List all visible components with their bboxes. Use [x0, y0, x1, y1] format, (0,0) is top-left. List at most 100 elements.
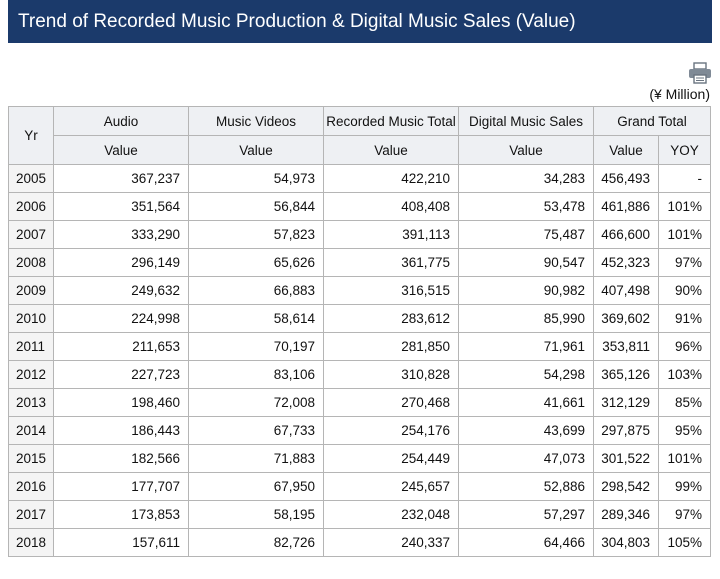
digital-sales-value-cell: 75,487: [458, 220, 594, 249]
digital-sales-value-cell: 64,466: [458, 528, 594, 557]
table-row: 2013 198,460 72,008 270,468 41,661 312,129 85%: [8, 388, 711, 417]
yoy-cell: 91%: [658, 304, 711, 333]
digital-sales-value-cell: 85,990: [458, 304, 594, 333]
audio-value-cell: 227,723: [53, 360, 189, 389]
sub-header-yoy: YOY: [658, 135, 711, 165]
audio-value-cell: 249,632: [53, 276, 189, 305]
digital-sales-value-cell: 90,982: [458, 276, 594, 305]
grand-total-value-cell: 369,602: [593, 304, 659, 333]
digital-sales-value-cell: 90,547: [458, 248, 594, 277]
recorded-total-value-cell: 361,775: [323, 248, 459, 277]
recorded-total-value-cell: 281,850: [323, 332, 459, 361]
table-row: 2009 249,632 66,883 316,515 90,982 407,498 90%: [8, 276, 711, 305]
group-header-music-videos: Music Videos: [188, 106, 324, 136]
year-cell: 2005: [8, 164, 54, 193]
digital-sales-value-cell: 52,886: [458, 472, 594, 501]
sub-header-value: Value: [188, 135, 324, 165]
music-videos-value-cell: 58,614: [188, 304, 324, 333]
grand-total-value-cell: 365,126: [593, 360, 659, 389]
music-videos-value-cell: 67,733: [188, 416, 324, 445]
table-row: 2012 227,723 83,106 310,828 54,298 365,126 103…: [8, 360, 711, 389]
sub-header-value: Value: [593, 135, 659, 165]
yoy-cell: -: [658, 164, 711, 193]
table-row: 2015 182,566 71,883 254,449 47,073 301,522 101…: [8, 444, 711, 473]
recorded-total-value-cell: 254,449: [323, 444, 459, 473]
table-row: 2016 177,707 67,950 245,657 52,886 298,542 99%: [8, 472, 711, 501]
table-row: 2018 157,611 82,726 240,337 64,466 304,803 105…: [8, 528, 711, 557]
recorded-total-value-cell: 270,468: [323, 388, 459, 417]
yoy-cell: 101%: [658, 220, 711, 249]
yoy-cell: 95%: [658, 416, 711, 445]
grand-total-value-cell: 461,886: [593, 192, 659, 221]
year-cell: 2013: [8, 388, 54, 417]
year-cell: 2010: [8, 304, 54, 333]
grand-total-value-cell: 312,129: [593, 388, 659, 417]
table-row: 2008 296,149 65,626 361,775 90,547 452,323 97%: [8, 248, 711, 277]
year-cell: 2017: [8, 500, 54, 529]
yoy-cell: 97%: [658, 500, 711, 529]
year-cell: 2012: [8, 360, 54, 389]
printer-icon[interactable]: [688, 62, 712, 84]
yoy-cell: 105%: [658, 528, 711, 557]
audio-value-cell: 224,998: [53, 304, 189, 333]
year-header: Yr: [8, 106, 54, 165]
digital-sales-value-cell: 47,073: [458, 444, 594, 473]
group-header-recorded-total: Recorded Music Total: [323, 106, 459, 136]
music-videos-value-cell: 66,883: [188, 276, 324, 305]
digital-sales-value-cell: 54,298: [458, 360, 594, 389]
grand-total-value-cell: 456,493: [593, 164, 659, 193]
yoy-cell: 97%: [658, 248, 711, 277]
sub-header-value: Value: [323, 135, 459, 165]
yoy-cell: 103%: [658, 360, 711, 389]
music-videos-value-cell: 72,008: [188, 388, 324, 417]
grand-total-value-cell: 298,542: [593, 472, 659, 501]
audio-value-cell: 182,566: [53, 444, 189, 473]
audio-value-cell: 333,290: [53, 220, 189, 249]
digital-sales-value-cell: 41,661: [458, 388, 594, 417]
year-cell: 2008: [8, 248, 54, 277]
sub-header-value: Value: [458, 135, 594, 165]
music-videos-value-cell: 56,844: [188, 192, 324, 221]
yoy-cell: 96%: [658, 332, 711, 361]
digital-sales-value-cell: 57,297: [458, 500, 594, 529]
grand-total-value-cell: 407,498: [593, 276, 659, 305]
year-cell: 2006: [8, 192, 54, 221]
audio-value-cell: 157,611: [53, 528, 189, 557]
recorded-total-value-cell: 391,113: [323, 220, 459, 249]
audio-value-cell: 296,149: [53, 248, 189, 277]
audio-value-cell: 173,853: [53, 500, 189, 529]
audio-value-cell: 351,564: [53, 192, 189, 221]
grand-total-value-cell: 452,323: [593, 248, 659, 277]
year-cell: 2007: [8, 220, 54, 249]
table-row: 2017 173,853 58,195 232,048 57,297 289,346 97%: [8, 500, 711, 529]
grand-total-value-cell: 466,600: [593, 220, 659, 249]
year-cell: 2018: [8, 528, 54, 557]
recorded-total-value-cell: 254,176: [323, 416, 459, 445]
audio-value-cell: 367,237: [53, 164, 189, 193]
digital-sales-value-cell: 53,478: [458, 192, 594, 221]
yoy-cell: 90%: [658, 276, 711, 305]
yoy-cell: 101%: [658, 192, 711, 221]
music-videos-value-cell: 70,197: [188, 332, 324, 361]
table-row: 2010 224,998 58,614 283,612 85,990 369,602 91%: [8, 304, 711, 333]
year-cell: 2011: [8, 332, 54, 361]
table-row: 2014 186,443 67,733 254,176 43,699 297,875 95%: [8, 416, 711, 445]
audio-value-cell: 186,443: [53, 416, 189, 445]
recorded-total-value-cell: 408,408: [323, 192, 459, 221]
music-videos-value-cell: 54,973: [188, 164, 324, 193]
grand-total-value-cell: 297,875: [593, 416, 659, 445]
grand-total-value-cell: 353,811: [593, 332, 659, 361]
recorded-total-value-cell: 316,515: [323, 276, 459, 305]
yoy-cell: 101%: [658, 444, 711, 473]
group-header-grand-total: Grand Total: [593, 106, 711, 136]
unit-label: (¥ Million): [649, 86, 710, 102]
music-videos-value-cell: 71,883: [188, 444, 324, 473]
table-row: 2011 211,653 70,197 281,850 71,961 353,811 96%: [8, 332, 711, 361]
digital-sales-value-cell: 71,961: [458, 332, 594, 361]
grand-total-value-cell: 301,522: [593, 444, 659, 473]
music-videos-value-cell: 58,195: [188, 500, 324, 529]
music-videos-value-cell: 67,950: [188, 472, 324, 501]
digital-sales-value-cell: 34,283: [458, 164, 594, 193]
group-header-audio: Audio: [53, 106, 189, 136]
recorded-total-value-cell: 240,337: [323, 528, 459, 557]
